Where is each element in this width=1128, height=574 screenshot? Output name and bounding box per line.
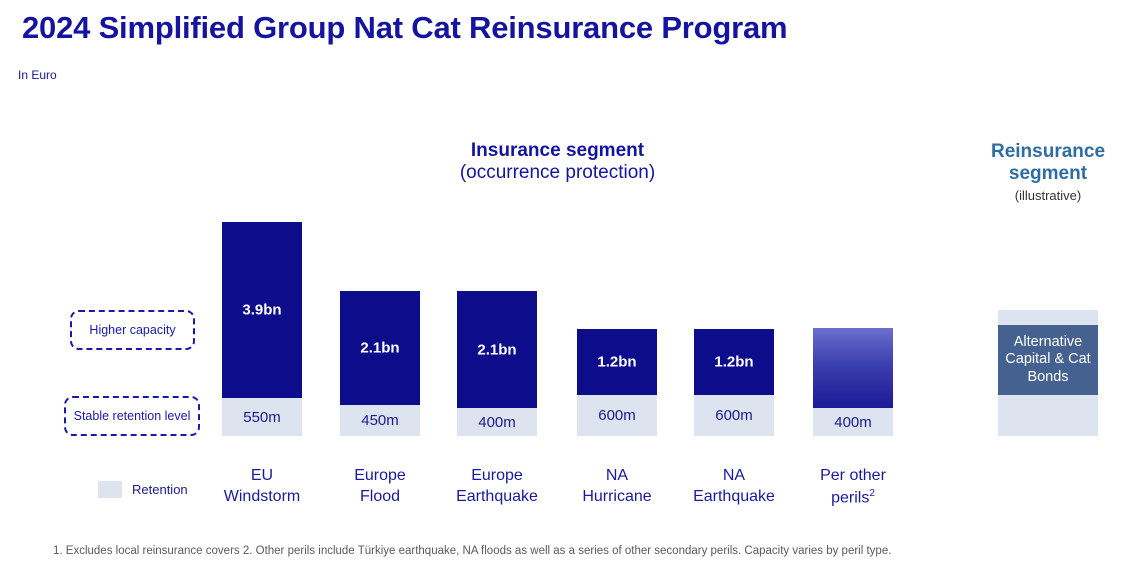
category-label-line1: Europe xyxy=(354,467,406,484)
insurance-segment-heading-main: Insurance segment xyxy=(470,140,645,161)
category-label-line1: EU xyxy=(250,467,274,484)
bar-capacity-segment[interactable]: 2.1bn xyxy=(457,291,537,408)
category-label-line1: Per other xyxy=(820,467,886,484)
category-label-line2: Earthquake xyxy=(431,487,563,508)
bar-group[interactable]: 2.1bn 400m xyxy=(457,291,537,436)
category-label-line2-text: Earthquake xyxy=(456,487,538,505)
category-label-line2: Hurricane xyxy=(551,487,683,508)
category-label-line2-text: Earthquake xyxy=(693,487,775,505)
category-label-footnote-marker: 2 xyxy=(869,487,875,499)
bar-retention-segment[interactable]: 600m xyxy=(577,395,657,436)
bar-retention-value-label: 600m xyxy=(715,407,753,424)
callout-stable-retention-level: Stable retention level xyxy=(64,396,200,436)
category-label: Europe Earthquake xyxy=(431,466,563,508)
legend-label-retention: Retention xyxy=(132,482,188,497)
category-label-line2-text: Flood xyxy=(359,487,401,505)
bar-retention-value-label: 550m xyxy=(243,408,281,426)
category-label-line1: Europe xyxy=(471,467,523,484)
bar-capacity-segment[interactable]: 2.1bn xyxy=(340,291,420,405)
bar-capacity-segment[interactable] xyxy=(813,328,893,408)
category-label-line2: Flood xyxy=(314,487,446,508)
insurance-segment-heading: Insurance segment (occurrence protection… xyxy=(345,140,770,185)
bar-group[interactable]: 1.2bn 600m xyxy=(577,329,657,436)
bar-capacity-value-label: 3.9bn xyxy=(242,301,282,319)
bar-group[interactable]: 2.1bn 450m xyxy=(340,291,420,436)
bar-capacity-value-label: 2.1bn xyxy=(477,341,517,358)
bar-retention-value-label: 400m xyxy=(478,413,516,431)
bar-capacity-segment[interactable]: 3.9bn xyxy=(222,222,302,398)
bar-retention-segment[interactable]: 450m xyxy=(340,405,420,436)
page-title: 2024 Simplified Group Nat Cat Reinsuranc… xyxy=(22,10,788,45)
bar-group[interactable]: 3.9bn 550m xyxy=(222,222,302,436)
bar-retention-segment[interactable]: 550m xyxy=(222,398,302,436)
reinsurance-alternative-capital-label: Alternative Capital & Cat Bonds xyxy=(1005,334,1091,385)
reinsurance-segment-heading-sub: (illustrative) xyxy=(1014,187,1082,203)
unit-note: In Euro xyxy=(18,68,57,82)
bar-capacity-value-label: 1.2bn xyxy=(597,353,637,371)
reinsurance-segment-heading: Reinsurance segment (illustrative) xyxy=(960,141,1128,203)
bar-retention-segment[interactable]: 600m xyxy=(694,395,774,436)
bar-group[interactable]: 400m xyxy=(813,328,893,436)
bar-capacity-value-label: 1.2bn xyxy=(714,353,754,371)
footnote: 1. Excludes local reinsurance covers 2. … xyxy=(53,545,892,557)
callout-higher-capacity: Higher capacity xyxy=(70,310,195,350)
category-label-line2-text: Hurricane xyxy=(582,487,652,505)
bar-retention-segment[interactable]: 400m xyxy=(813,408,893,436)
bar-retention-value-label: 400m xyxy=(834,413,872,431)
category-label-line2: Earthquake xyxy=(668,487,800,508)
callout-stable-retention-level-label: Stable retention level xyxy=(73,409,191,423)
bar-capacity-segment[interactable]: 1.2bn xyxy=(694,329,774,395)
reinsurance-segment-heading-main: Reinsurance segment xyxy=(990,141,1106,185)
bar-retention-value-label: 450m xyxy=(361,412,399,429)
category-label-line2: perils2 xyxy=(787,487,919,509)
category-label-line2-text: perils xyxy=(831,489,870,507)
category-label: Per other perils2 xyxy=(787,466,919,509)
category-label: Europe Flood xyxy=(314,466,446,508)
category-label: NA Earthquake xyxy=(668,466,800,508)
bar-capacity-segment[interactable]: 1.2bn xyxy=(577,329,657,395)
category-label-line2: Windstorm xyxy=(196,487,328,508)
category-label: NA Hurricane xyxy=(551,466,683,508)
chart-legend: Retention xyxy=(98,481,188,498)
bar-retention-segment[interactable]: 400m xyxy=(457,408,537,436)
insurance-segment-heading-sub: (occurrence protection) xyxy=(459,162,656,184)
category-label-line1: NA xyxy=(722,467,746,484)
bar-capacity-value-label: 2.1bn xyxy=(360,339,400,357)
category-label-line2-text: Windstorm xyxy=(223,487,301,505)
callout-higher-capacity-label: Higher capacity xyxy=(89,323,176,337)
bar-group[interactable]: 1.2bn 600m xyxy=(694,329,774,436)
legend-swatch-retention xyxy=(98,481,122,498)
bar-retention-value-label: 600m xyxy=(598,407,636,424)
category-label-line1: NA xyxy=(605,467,629,484)
category-label: EU Windstorm xyxy=(196,466,328,508)
reinsurance-alternative-capital-box: Alternative Capital & Cat Bonds xyxy=(998,325,1098,395)
